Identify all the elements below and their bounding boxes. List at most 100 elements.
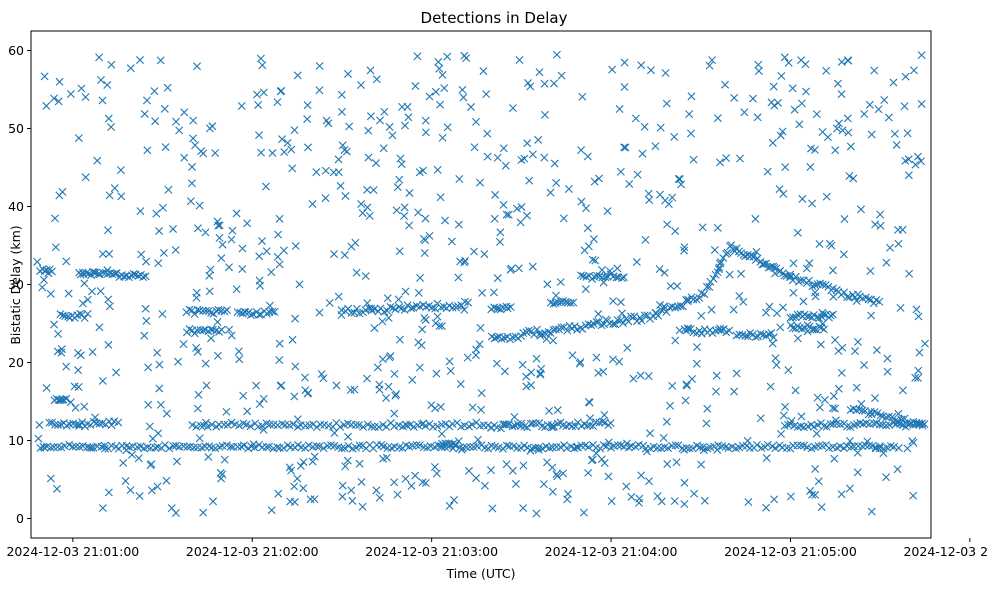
data-point (415, 168, 424, 177)
data-point (435, 322, 444, 331)
data-point (548, 463, 557, 472)
data-point (664, 200, 673, 209)
data-point (779, 411, 788, 420)
data-point (598, 417, 607, 426)
x-tick-label: 2024-12-03 21:01:00 (6, 544, 139, 559)
data-point (96, 76, 105, 84)
data-point (267, 506, 276, 515)
data-point (133, 442, 142, 451)
data-point (374, 423, 383, 432)
data-point (468, 420, 477, 429)
data-point (797, 412, 806, 421)
data-point (829, 420, 838, 429)
data-point (871, 220, 880, 229)
data-point (46, 289, 55, 298)
data-point (789, 259, 798, 268)
data-point (556, 443, 565, 452)
data-point (179, 340, 188, 349)
data-point (884, 113, 893, 122)
data-point (917, 157, 926, 166)
data-point (70, 382, 79, 391)
data-point (702, 282, 711, 291)
data-point (697, 311, 706, 320)
data-point (801, 87, 810, 96)
data-point (812, 110, 821, 119)
data-point (419, 419, 428, 428)
data-point (290, 498, 299, 507)
data-point (80, 279, 89, 288)
data-point (537, 364, 546, 373)
data-point (623, 343, 632, 352)
data-point (336, 181, 345, 190)
data-point (279, 444, 288, 453)
data-point (462, 54, 471, 63)
data-point (762, 454, 771, 463)
data-point (893, 465, 902, 474)
data-point (273, 252, 282, 261)
data-point (152, 209, 161, 218)
data-point (291, 362, 300, 371)
data-point (818, 127, 827, 136)
data-point (482, 90, 491, 99)
data-point (344, 432, 353, 441)
data-point (310, 495, 319, 504)
data-point (594, 309, 603, 318)
data-point (534, 445, 543, 454)
data-point (400, 203, 409, 212)
data-point (883, 354, 892, 363)
data-point (312, 168, 321, 177)
data-point (894, 409, 903, 418)
data-point (834, 119, 843, 128)
data-point (894, 444, 903, 453)
y-tick-label: 20 (8, 355, 24, 370)
data-point (249, 440, 258, 449)
data-point (315, 61, 324, 70)
data-point (155, 360, 164, 369)
data-point (771, 444, 780, 453)
data-point (255, 131, 263, 140)
data-point (352, 304, 361, 313)
data-point (885, 421, 894, 429)
data-point (98, 504, 107, 513)
data-point (110, 269, 119, 278)
data-point (66, 89, 75, 98)
data-point (893, 419, 902, 428)
data-point (490, 334, 499, 343)
data-point (187, 179, 196, 188)
data-point (756, 329, 765, 338)
data-point (611, 320, 620, 329)
data-point (415, 441, 424, 450)
data-point (618, 274, 627, 283)
data-point (640, 311, 649, 320)
data-point (275, 356, 284, 365)
data-point (364, 126, 373, 135)
data-point (540, 79, 549, 88)
data-point (540, 153, 549, 162)
data-point (810, 325, 819, 334)
data-point (59, 311, 68, 320)
data-point (237, 442, 246, 451)
data-point (107, 123, 116, 131)
data-point (534, 135, 543, 144)
data-point (319, 444, 328, 453)
data-point (51, 420, 60, 429)
data-point (160, 104, 169, 113)
data-point (151, 117, 160, 126)
data-point (378, 355, 387, 364)
data-point (325, 298, 334, 307)
data-point (569, 298, 578, 307)
data-point (355, 441, 364, 450)
data-point (51, 243, 60, 252)
data-point (201, 418, 210, 427)
data-point (808, 490, 817, 499)
data-point (729, 305, 738, 314)
data-point (793, 310, 802, 319)
data-point (293, 415, 302, 424)
data-point (476, 178, 484, 187)
data-point (657, 306, 666, 315)
data-point (781, 402, 790, 411)
data-point (558, 421, 567, 430)
data-point (619, 319, 628, 328)
data-point (799, 297, 808, 306)
